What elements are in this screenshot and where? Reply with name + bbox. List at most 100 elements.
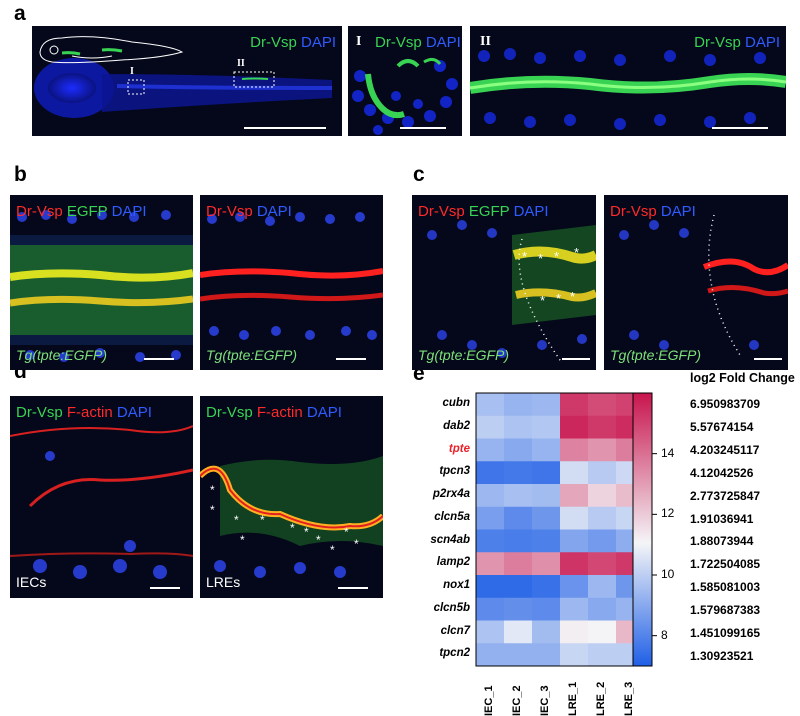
- transgenic-label: Tg(tpte:EGFP): [418, 347, 510, 363]
- panel-letter-a: a: [14, 2, 26, 25]
- fold-change-title: log2 Fold Change: [690, 371, 795, 385]
- heatmap-cell: [560, 529, 589, 553]
- channel-label: Dr-Vsp DAPI: [694, 34, 780, 51]
- colorbar-tick-label: 8: [661, 627, 668, 642]
- panel-c-merge-drawing: * * * * * * *: [427, 220, 596, 364]
- panel-d-lre-micrograph: * * * * * * * * * * * Dr-Vsp F-actin DAPI LREs: [200, 396, 383, 598]
- scale-bar: [144, 358, 174, 360]
- svg-text:*: *: [240, 533, 245, 547]
- gene-label: p2rx4a: [432, 488, 470, 500]
- svg-text:*: *: [540, 293, 545, 308]
- panel-b-red-micrograph: Dr-Vsp DAPI Tg(tpte:EGFP): [200, 195, 383, 370]
- heatmap-cell: [560, 461, 589, 485]
- gene-label: tpcn3: [439, 465, 470, 478]
- heatmap-cell: [588, 620, 617, 644]
- sample-label: LRE_1: [567, 681, 579, 716]
- gene-label: tpcn2: [439, 647, 470, 660]
- panel-letter-c: c: [413, 163, 425, 186]
- heatmap-cell: [532, 597, 561, 621]
- scale-bar: [244, 127, 326, 129]
- heatmap-cell: [560, 597, 589, 621]
- inset-ii-drawing: [470, 48, 786, 130]
- heatmap-cell: [504, 484, 533, 508]
- channel-label: Dr-Vsp EGFP DAPI: [418, 203, 549, 220]
- svg-text:*: *: [210, 503, 215, 517]
- inset-ii-micrograph: II Dr-Vsp DAPI: [470, 26, 786, 136]
- gene-label: clcn7: [440, 624, 470, 637]
- heatmap-cell: [532, 393, 561, 417]
- fold-change-value: 1.451099165: [690, 626, 761, 640]
- fold-change-value: 1.722504085: [690, 557, 761, 572]
- scale-bar: [562, 358, 590, 360]
- channel-label: Dr-Vsp DAPI: [375, 34, 461, 51]
- fold-change-value: 1.585081003: [690, 580, 761, 595]
- sample-label: LRE_3: [623, 681, 635, 716]
- gene-label: dab2: [443, 419, 470, 432]
- heatmap-cell: [476, 393, 505, 417]
- heatmap-cell: [532, 529, 561, 553]
- heatmap-cell: [588, 552, 617, 576]
- sample-label: IEC_1: [483, 685, 495, 716]
- heatmap-cell: [504, 415, 533, 439]
- heatmap-cell: [504, 393, 533, 417]
- svg-text:*: *: [304, 525, 309, 539]
- heatmap-cell: [588, 461, 617, 485]
- heatmap-cell: [560, 415, 589, 439]
- heatmap-cell: [588, 597, 617, 621]
- channel-label: Dr-Vsp F-actin DAPI: [206, 404, 342, 421]
- svg-text:*: *: [330, 543, 335, 557]
- svg-text:*: *: [570, 289, 575, 304]
- svg-text:*: *: [316, 533, 321, 547]
- panel-c-red-drawing: [619, 214, 788, 356]
- gene-label: clcn5a: [434, 510, 470, 523]
- heatmap-cell: [532, 461, 561, 485]
- svg-text:*: *: [210, 483, 215, 497]
- cell-type-label: IECs: [16, 574, 47, 590]
- heatmap-cell: [588, 393, 617, 417]
- inset-i-micrograph: I Dr-Vsp DAPI: [348, 26, 462, 136]
- heatmap-cell: [504, 552, 533, 576]
- panel-letter-e: e: [413, 362, 425, 385]
- fold-change-value: 1.88073944: [690, 534, 754, 549]
- svg-text:*: *: [538, 251, 543, 266]
- fold-change-value: 1.91036941: [690, 511, 754, 526]
- svg-text:*: *: [556, 291, 561, 306]
- scale-bar: [336, 358, 366, 360]
- fold-change-value: 5.57674154: [690, 419, 754, 434]
- svg-text:*: *: [354, 537, 359, 551]
- heatmap-cell: [504, 575, 533, 599]
- heatmap-cell: [532, 643, 561, 667]
- sample-label: IEC_3: [539, 685, 551, 716]
- sample-label: IEC_2: [511, 685, 523, 716]
- heatmap-cell: [588, 529, 617, 553]
- heatmap-cell: [532, 484, 561, 508]
- fold-change-value: 4.203245117: [690, 442, 760, 457]
- panel-b-merge-drawing: [10, 210, 193, 362]
- heatmap-cell: [476, 597, 505, 621]
- heatmap-cell: [532, 438, 561, 462]
- heatmap-cell: [476, 438, 505, 462]
- gene-label: tpte: [448, 442, 470, 455]
- heatmap-cell: [560, 575, 589, 599]
- roi-label-ii: II: [237, 58, 245, 69]
- heatmap-cell: [532, 620, 561, 644]
- heatmap-cell: [588, 643, 617, 667]
- colorbar-tick-label: 14: [661, 445, 675, 460]
- colorbar-tick-label: 12: [661, 506, 675, 521]
- panel-d-iec-micrograph: Dr-Vsp F-actin DAPI IECs: [10, 396, 193, 598]
- heatmap-cell: [560, 620, 589, 644]
- heatmap-cell: [476, 461, 505, 485]
- gene-label: clcn5b: [433, 601, 470, 614]
- fold-change-value: 6.950983709: [690, 397, 761, 411]
- scale-bar: [712, 127, 768, 129]
- heatmap-cell: [504, 461, 533, 485]
- svg-text:*: *: [234, 513, 239, 527]
- heatmap-cell: [476, 575, 505, 599]
- heatmap-cell: [560, 552, 589, 576]
- heatmap-cell: [588, 575, 617, 599]
- channel-label: Dr-Vsp F-actin DAPI: [16, 404, 152, 421]
- panel-d-lre-drawing: *** *** *** **: [200, 456, 383, 578]
- larva-micrograph-drawing: [34, 36, 333, 118]
- roi-label-i: I: [130, 66, 134, 77]
